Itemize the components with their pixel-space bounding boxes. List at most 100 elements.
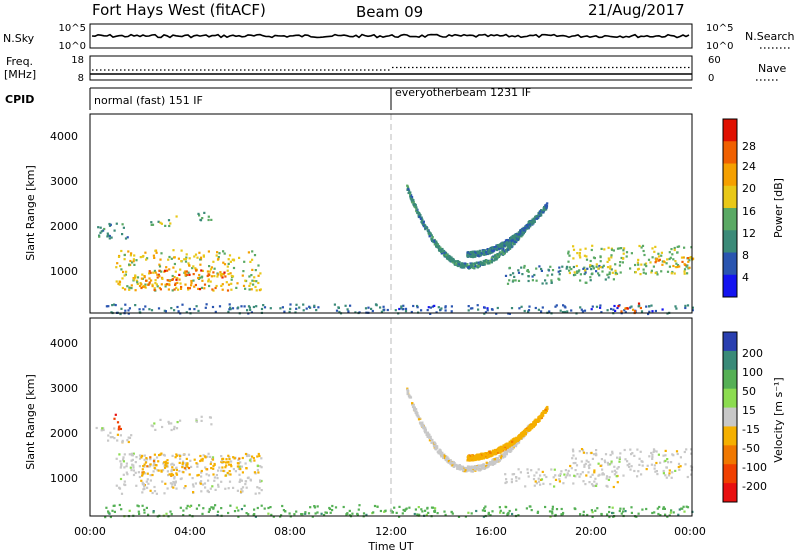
- power-cell-364: [158, 269, 161, 272]
- velocity-cell-1803: [511, 438, 514, 441]
- velocity-cell-151: [132, 466, 135, 469]
- power-cell-1903: [514, 238, 517, 241]
- velocity-cell-363: [172, 468, 175, 471]
- power-cell-587: [563, 310, 566, 314]
- velocity-cell-1300: [507, 447, 510, 451]
- velocity-cell-706: [560, 507, 563, 511]
- power-cell-720: [688, 259, 691, 262]
- velocity-cell-501: [293, 513, 296, 516]
- power-cell-490: [157, 307, 161, 310]
- velocity-cell-712: [433, 510, 436, 513]
- power-cell-876: [676, 265, 679, 269]
- velocity-cell-1971: [502, 444, 505, 447]
- velocity-cell-360: [140, 456, 143, 459]
- velocity-cell-127: [125, 465, 128, 468]
- power-cell-266: [175, 286, 178, 289]
- velocity-cell-106: [237, 458, 240, 462]
- power-cell-827: [650, 271, 653, 274]
- velocity-cell-507: [288, 512, 291, 515]
- power-cell-1280: [466, 263, 469, 266]
- velocity-cell-1297: [476, 468, 479, 471]
- power-cell-387: [333, 303, 336, 306]
- power-cell-194: [158, 286, 161, 290]
- velocity-cell-1250: [515, 443, 518, 447]
- velocity-cell-355: [258, 454, 261, 458]
- velocity-cell-1419: [466, 465, 470, 468]
- velocity-cell-497: [351, 512, 354, 515]
- velocity-cell-294: [249, 478, 252, 481]
- power-cell-39: [207, 215, 210, 218]
- velocity-cell-224: [245, 454, 249, 458]
- velocity-cell-789: [554, 478, 558, 481]
- velocity-colorbar-label: Velocity [m s⁻¹]: [772, 377, 785, 462]
- power-cell-1812: [518, 233, 521, 236]
- velocity-cell-503: [143, 508, 146, 511]
- power-cell-439: [379, 306, 382, 309]
- velocity-cell-398: [142, 465, 145, 468]
- velocity-cell-844: [610, 460, 613, 463]
- power-cell-473: [124, 303, 127, 306]
- velocity-cell-395: [178, 461, 181, 464]
- power-cell-768: [630, 252, 633, 255]
- velocity-cell-638: [651, 511, 654, 515]
- velocity-cell-239: [234, 470, 237, 473]
- power-cell-238: [172, 266, 175, 269]
- power-cell-95: [139, 282, 142, 285]
- power-cell-115: [118, 281, 122, 284]
- power-cell-1350: [435, 242, 438, 245]
- power-cell-483: [375, 303, 378, 306]
- velocity-cell-949: [587, 464, 590, 467]
- power-cell-1256: [422, 225, 425, 228]
- power-cell-879: [683, 263, 686, 266]
- velocity-cell-628: [511, 512, 514, 516]
- power-cell-129: [253, 254, 257, 257]
- power-cell-1046: [426, 227, 429, 230]
- power-cell-689: [583, 266, 586, 269]
- velocity-cell-691: [417, 506, 420, 509]
- velocity-cell-793: [588, 481, 591, 484]
- velocity-cell-785: [554, 474, 557, 477]
- power-cell-828: [576, 271, 579, 274]
- power-cell-112: [226, 269, 229, 272]
- velocity-cell-508: [243, 504, 246, 507]
- power-cell-234: [217, 257, 220, 261]
- velocity-cell-603: [637, 512, 640, 515]
- velocity-cell-1977: [525, 428, 528, 431]
- power-cell-407: [367, 306, 370, 309]
- power-cell-432: [308, 305, 311, 308]
- power-cell-715: [579, 273, 582, 276]
- power-cell-1758: [504, 239, 507, 242]
- power-cell-631: [514, 279, 517, 282]
- power-cell-1190: [441, 248, 444, 251]
- freq-label-1: Freq.: [6, 55, 33, 68]
- velocity-cell-412: [158, 453, 162, 456]
- power-cell-1369: [490, 256, 494, 259]
- power-cell-188: [208, 284, 211, 288]
- velocity-cell-249: [245, 486, 248, 489]
- power-cell-286: [128, 286, 131, 289]
- power-cell-433: [127, 309, 130, 312]
- power-cell-1306: [424, 226, 427, 229]
- power-cell-582: [675, 307, 678, 310]
- velocity-cell-1423: [491, 462, 494, 465]
- xtick-2000: 20:00: [575, 525, 607, 538]
- velocity-cell-716: [611, 511, 614, 515]
- power-cell-482: [205, 303, 208, 306]
- velocity-cell-269: [119, 466, 122, 469]
- power-cell-1365: [439, 248, 442, 251]
- power-cell-583: [402, 304, 405, 307]
- velocity-cell-895: [690, 473, 693, 476]
- velocity-cell-1372: [480, 467, 484, 470]
- velocity-cell-415: [241, 471, 244, 474]
- velocity-cell-472: [270, 513, 273, 516]
- velocity-cell-303: [115, 457, 118, 460]
- power-cell-777: [670, 248, 673, 251]
- velocity-cell-494: [247, 513, 250, 516]
- power-cell-273: [227, 283, 231, 286]
- velocity-cell-883: [690, 448, 693, 451]
- velocity-cell-1437: [419, 422, 422, 425]
- power-cell-873: [657, 259, 660, 262]
- velocity-cell-768: [512, 473, 516, 476]
- velocity-cell-942: [662, 472, 665, 475]
- velocity-cell-556: [384, 509, 387, 512]
